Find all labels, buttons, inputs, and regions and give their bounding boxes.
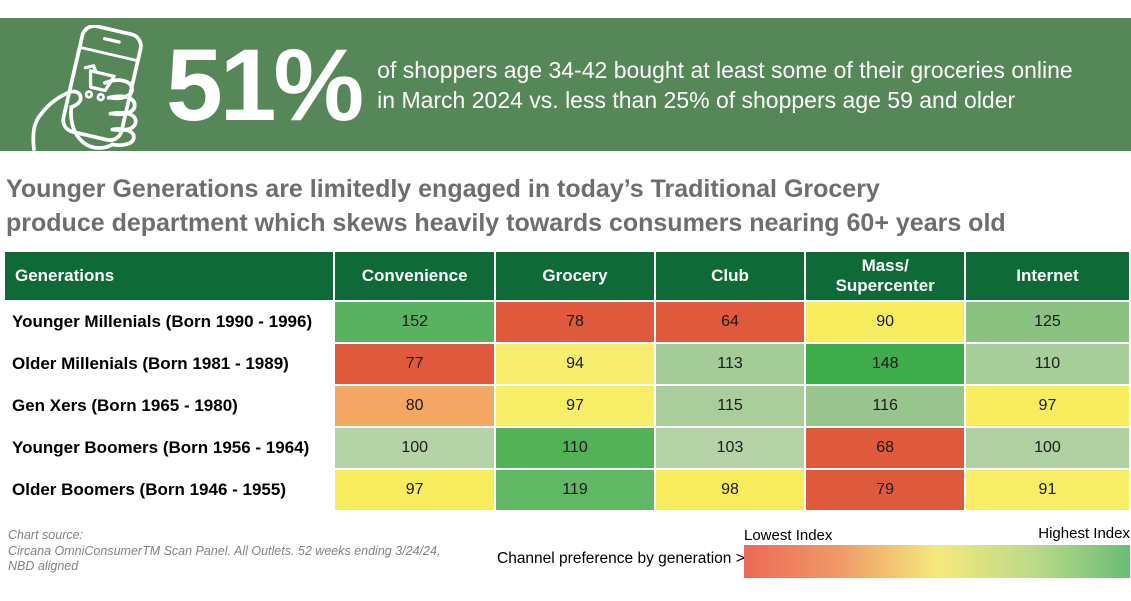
heatmap-cell: 103	[655, 428, 805, 468]
heatmap-cell: 110	[965, 344, 1129, 384]
heatmap-cell: 68	[806, 428, 964, 468]
heatmap-cell: 125	[965, 302, 1129, 342]
heatmap-cell: 97	[965, 386, 1129, 426]
table-row: Older Boomers (Born 1946 - 1955) 97 119 98 7…	[5, 470, 1129, 510]
stat-description: of shoppers age 34-42 bought at least so…	[377, 56, 1073, 113]
table-row: Gen Xers (Born 1965 - 1980) 80 97 115 116 97	[5, 386, 1129, 426]
heatmap-cell: 91	[965, 470, 1129, 510]
column-header-grocery: Grocery	[496, 252, 654, 300]
heatmap-cell: 110	[496, 428, 654, 468]
heatmap-cell: 100	[334, 428, 495, 468]
heatmap-cell: 80	[334, 386, 495, 426]
table-row: Older Millenials (Born 1981 - 1989) 77 94 1…	[5, 344, 1129, 384]
column-header-mass-supercenter: Mass/ Supercenter	[806, 252, 964, 300]
heatmap-cell: 97	[496, 386, 654, 426]
heatmap-cell: 97	[334, 470, 495, 510]
heatmap-cell: 113	[655, 344, 805, 384]
heatmap-table: Generations Convenience Grocery Club Mass/ S…	[3, 250, 1131, 512]
heatmap-cell: 79	[806, 470, 964, 510]
heatmap-cell: 64	[655, 302, 805, 342]
row-label: Younger Millenials (Born 1990 - 1996)	[5, 302, 333, 342]
heatmap-cell: 116	[806, 386, 964, 426]
heatmap-cell: 115	[655, 386, 805, 426]
hand-holding-phone-shopping-cart-icon	[31, 24, 143, 151]
heatmap-cell: 100	[965, 428, 1129, 468]
page-title: Younger Generations are limitedly engage…	[6, 175, 1006, 237]
heatmap-cell: 78	[496, 302, 654, 342]
legend-gradient-bar	[744, 545, 1130, 578]
column-header-internet: Internet	[965, 252, 1129, 300]
row-label: Older Millenials (Born 1981 - 1989)	[5, 344, 333, 384]
heatmap-cell: 94	[496, 344, 654, 384]
table-row: Younger Millenials (Born 1990 - 1996) 152…	[5, 302, 1129, 342]
table-row: Younger Boomers (Born 1956 - 1964) 100 110…	[5, 428, 1129, 468]
row-label: Gen Xers (Born 1965 - 1980)	[5, 386, 333, 426]
heatmap-cell: 148	[806, 344, 964, 384]
heatmap-cell: 98	[655, 470, 805, 510]
stat-value: 51%	[166, 27, 364, 142]
column-header-convenience: Convenience	[334, 252, 495, 300]
heatmap-cell: 90	[806, 302, 964, 342]
legend-lowest-label: Lowest Index	[744, 527, 833, 544]
row-label: Younger Boomers (Born 1956 - 1964)	[5, 428, 333, 468]
row-label: Older Boomers (Born 1946 - 1955)	[5, 470, 333, 510]
heatmap-cell: 152	[334, 302, 495, 342]
column-header-club: Club	[655, 252, 805, 300]
heatmap-cell: 77	[334, 344, 495, 384]
heatmap-cell: 119	[496, 470, 654, 510]
chart-source-note: Chart source: Circana OmniConsumerTM Sca…	[8, 528, 441, 573]
column-header-generations: Generations	[5, 252, 333, 300]
legend-caption: Channel preference by generation >	[497, 550, 745, 567]
legend-highest-label: Highest Index	[1038, 525, 1130, 542]
table-header-row: Generations Convenience Grocery Club Mass/ S…	[5, 252, 1129, 300]
stat-banner: 51% of shoppers age 34-42 bought at leas…	[0, 18, 1131, 151]
